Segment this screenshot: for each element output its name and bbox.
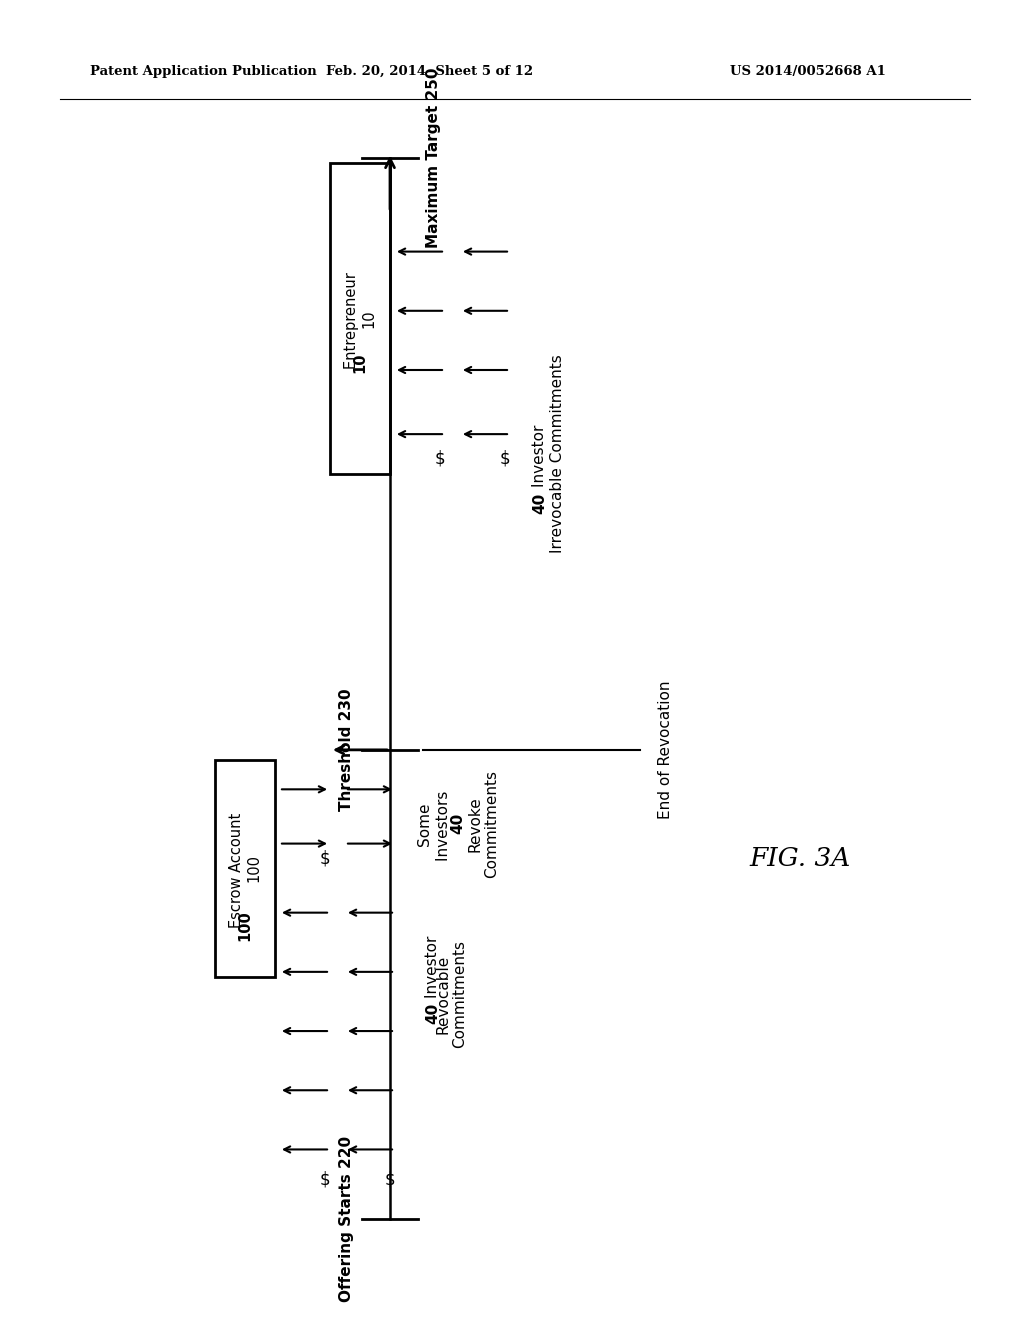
Text: 100: 100 <box>238 909 253 941</box>
Text: Entrepreneur 
10: Entrepreneur 10 <box>344 268 376 370</box>
Text: Feb. 20, 2014  Sheet 5 of 12: Feb. 20, 2014 Sheet 5 of 12 <box>327 65 534 78</box>
Text: $: $ <box>500 450 510 467</box>
Text: Commitments: Commitments <box>484 770 500 878</box>
Text: Escrow Account 
100: Escrow Account 100 <box>228 808 261 928</box>
Text: Commitments: Commitments <box>453 940 468 1048</box>
Text: Investor: Investor <box>425 931 440 998</box>
Text: Patent Application Publication: Patent Application Publication <box>90 65 316 78</box>
Text: Irrevocable Commitments: Irrevocable Commitments <box>551 355 565 553</box>
Text: US 2014/0052668 A1: US 2014/0052668 A1 <box>730 65 886 78</box>
Text: $: $ <box>319 849 331 867</box>
Bar <box>330 162 390 474</box>
Text: 40: 40 <box>451 813 466 834</box>
Text: Offering Starts 220: Offering Starts 220 <box>339 1135 354 1302</box>
Text: Revocable: Revocable <box>435 954 451 1034</box>
Text: 10: 10 <box>352 352 368 372</box>
Text: Investors: Investors <box>435 787 451 862</box>
Text: Some: Some <box>418 803 432 846</box>
Text: Maximum Target 250: Maximum Target 250 <box>426 67 441 248</box>
Text: Threshold 230: Threshold 230 <box>339 689 354 812</box>
Text: 40: 40 <box>532 492 548 513</box>
Text: End of Revocation: End of Revocation <box>658 681 673 820</box>
Text: $: $ <box>434 450 445 467</box>
Bar <box>215 760 275 977</box>
Text: 40: 40 <box>425 1003 440 1024</box>
Text: Revoke: Revoke <box>468 796 482 851</box>
Text: Investor: Investor <box>532 420 548 487</box>
Text: $: $ <box>385 1170 395 1188</box>
Text: $: $ <box>319 1170 331 1188</box>
Text: FIG. 3A: FIG. 3A <box>750 846 851 871</box>
